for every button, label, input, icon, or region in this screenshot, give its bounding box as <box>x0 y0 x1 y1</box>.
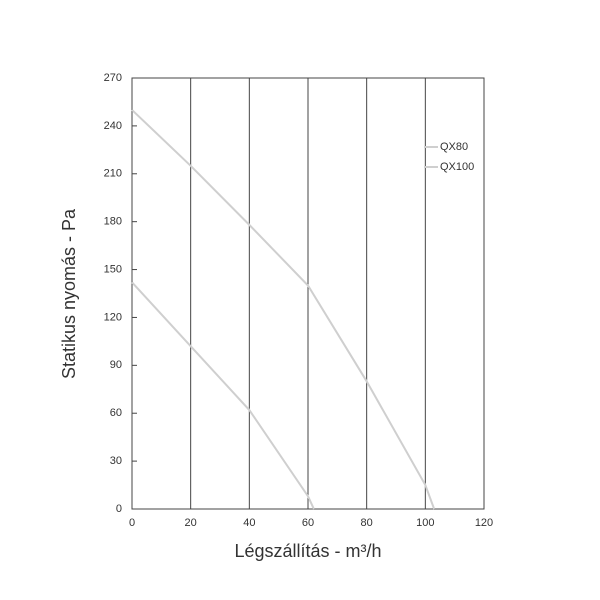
x-tick-label: 100 <box>416 517 434 529</box>
y-tick-label: 210 <box>104 168 122 180</box>
series-line <box>131 281 315 510</box>
x-tick-label: 120 <box>475 517 493 529</box>
legend-label: QX100 <box>440 161 474 173</box>
y-tick-label: 60 <box>110 407 122 419</box>
y-tick-label: 30 <box>110 455 122 467</box>
y-axis-title: Statikus nyomás - Pa <box>59 208 79 379</box>
x-tick-label: 60 <box>302 517 314 529</box>
x-tick-label: 80 <box>361 517 373 529</box>
legend-label: QX80 <box>440 141 468 153</box>
x-axis-title: Légszállítás - m³/h <box>234 541 381 561</box>
y-tick-label: 240 <box>104 120 122 132</box>
y-tick-label: 120 <box>104 311 122 323</box>
y-tick-label: 0 <box>116 503 122 515</box>
y-tick-label: 90 <box>110 359 122 371</box>
y-tick-label: 180 <box>104 216 122 228</box>
x-tick-label: 40 <box>243 517 255 529</box>
y-tick-label: 150 <box>104 263 122 275</box>
x-tick-label: 0 <box>129 517 135 529</box>
x-tick-label: 20 <box>185 517 197 529</box>
y-tick-label: 270 <box>104 72 122 84</box>
series-line <box>131 109 436 510</box>
